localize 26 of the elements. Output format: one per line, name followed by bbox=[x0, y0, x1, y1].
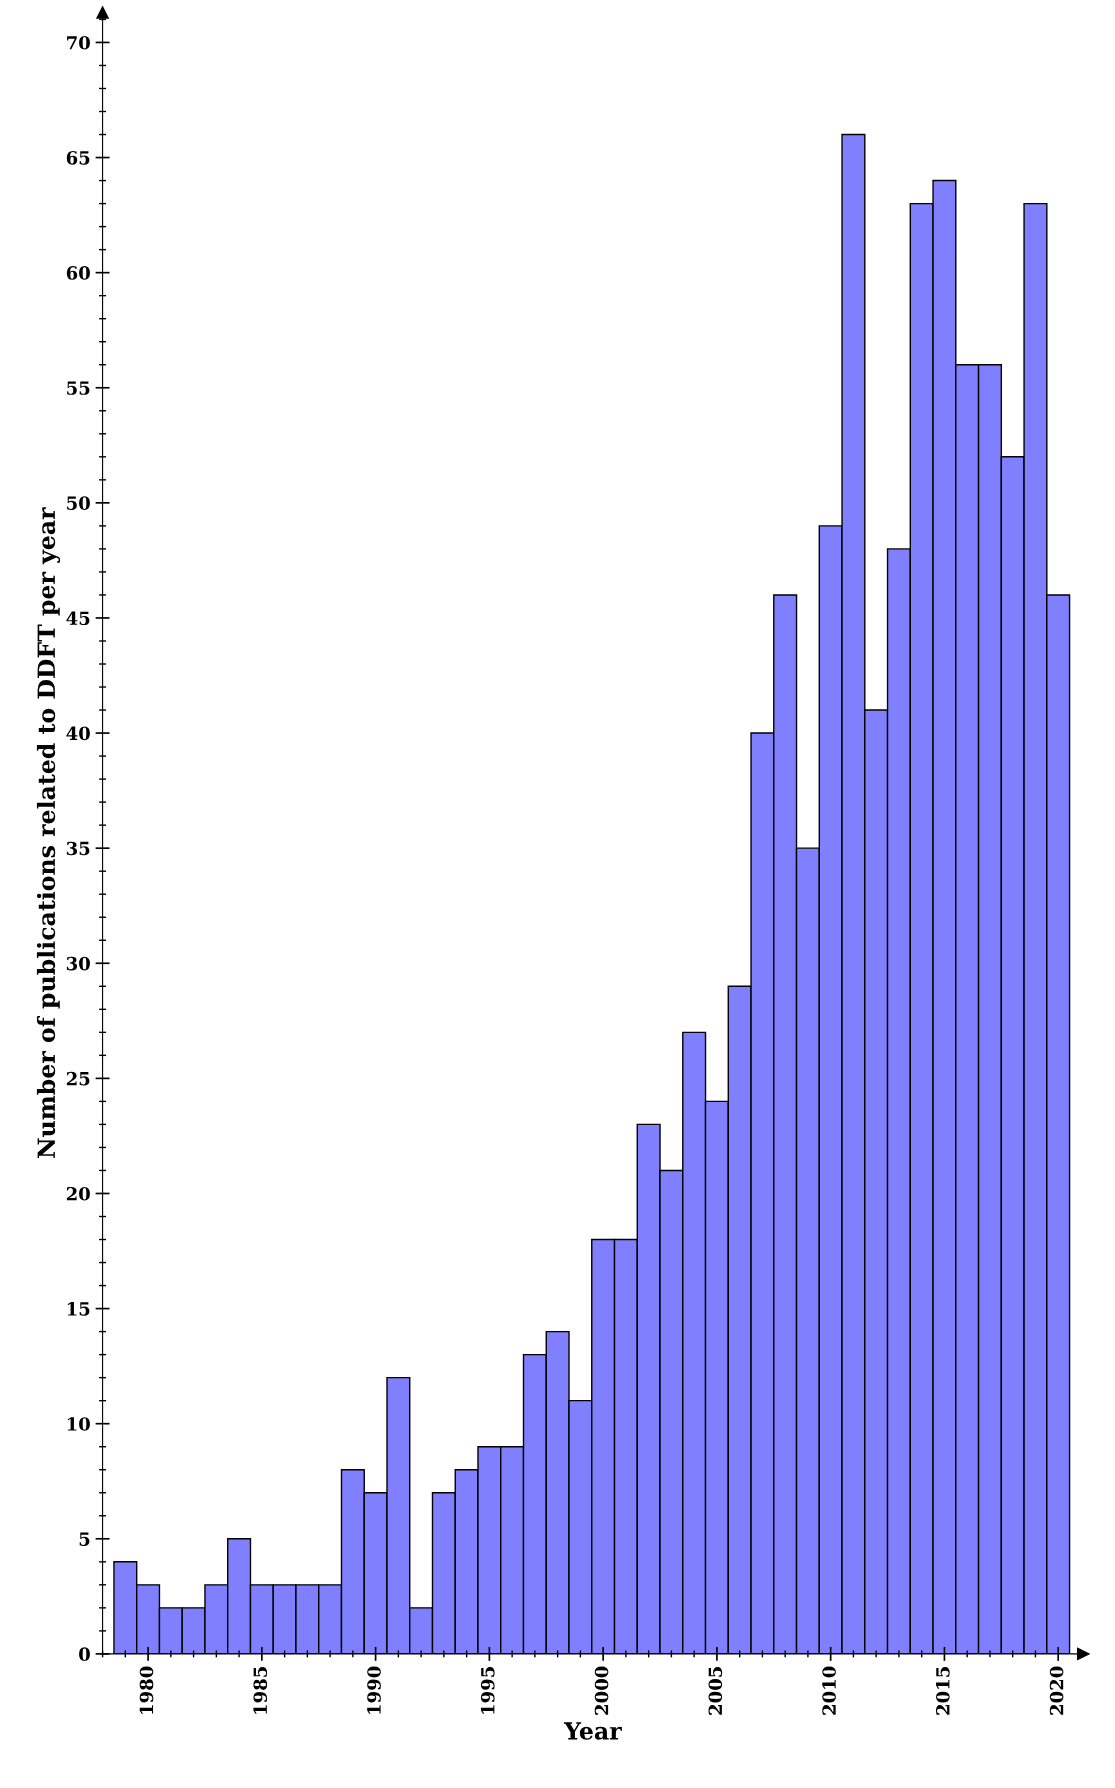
y-tick-label: 10 bbox=[67, 1417, 90, 1431]
x-tick-label: 1980 bbox=[139, 1666, 154, 1714]
y-tick-label: 60 bbox=[66, 266, 90, 280]
x-tick-label: 1995 bbox=[480, 1667, 495, 1714]
y-tick-label: 15 bbox=[67, 1302, 90, 1316]
y-tick-label: 40 bbox=[66, 726, 90, 741]
y-axis-title: Number of publications related to DDFT per year bbox=[36, 507, 61, 1158]
y-tick-label: 0 bbox=[79, 1647, 90, 1662]
y-tick-label: 50 bbox=[67, 496, 90, 510]
x-tick-label: 2000 bbox=[594, 1666, 609, 1715]
x-tick-label: 2020 bbox=[1049, 1666, 1064, 1715]
x-tick-label: 1990 bbox=[367, 1666, 381, 1714]
x-tick-label: 2010 bbox=[822, 1666, 836, 1715]
x-axis-title: Year bbox=[563, 1722, 622, 1740]
x-tick-label: 2015 bbox=[936, 1667, 950, 1715]
y-tick-label: 35 bbox=[66, 841, 90, 856]
y-tick-label: 45 bbox=[66, 611, 90, 626]
y-tick-label: 20 bbox=[66, 1186, 90, 1201]
y-tick-label: 25 bbox=[66, 1071, 90, 1086]
x-tick-label: 1985 bbox=[253, 1667, 268, 1714]
y-tick-label: 65 bbox=[66, 151, 90, 165]
y-tick-label: 70 bbox=[67, 35, 90, 50]
y-tick-label: 30 bbox=[66, 956, 90, 971]
y-tick-label: 55 bbox=[67, 381, 90, 395]
y-tick-label: 5 bbox=[79, 1532, 90, 1546]
x-tick-label: 2005 bbox=[708, 1667, 723, 1715]
